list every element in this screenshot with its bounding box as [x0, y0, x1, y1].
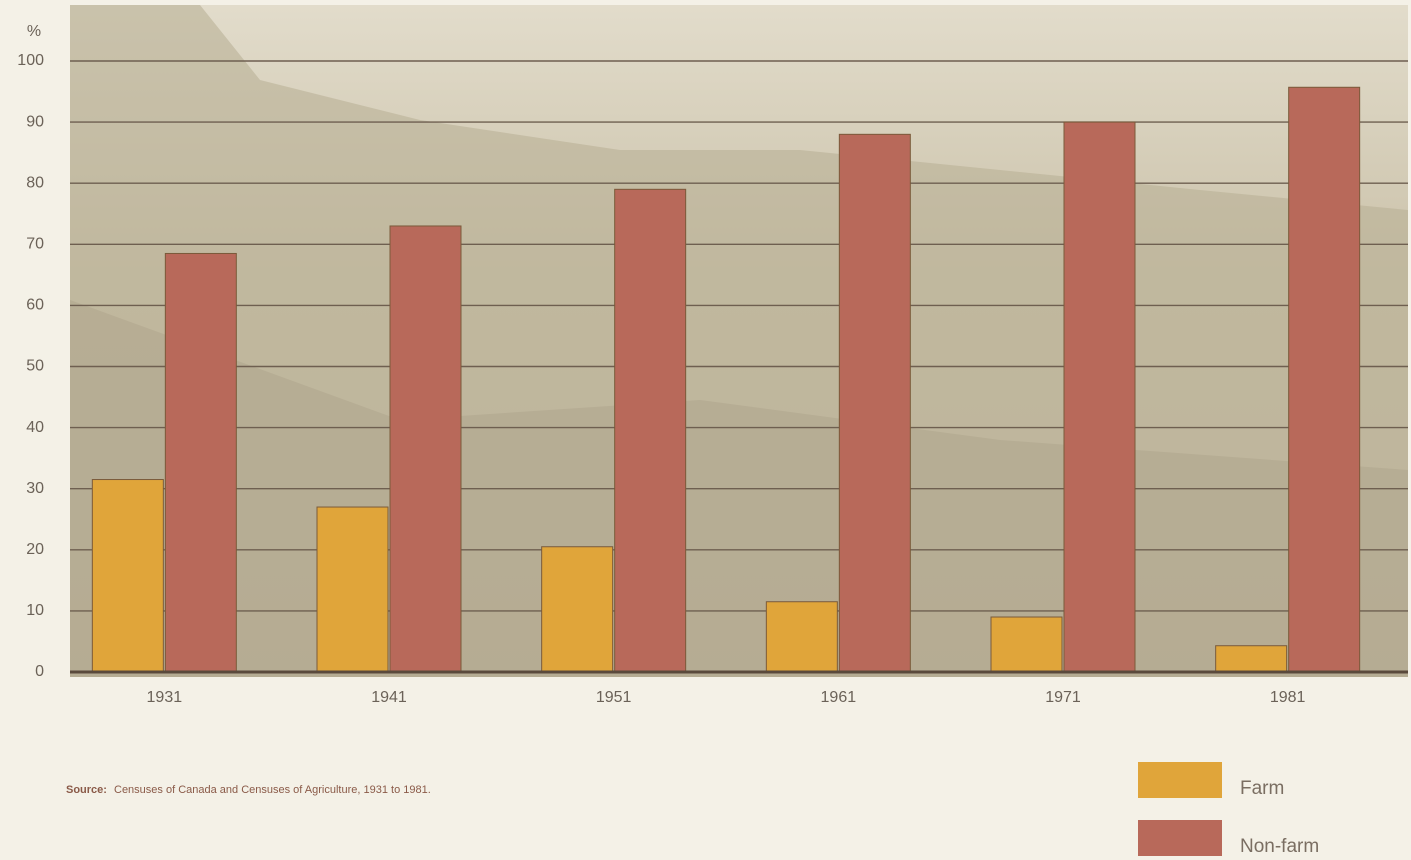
x-tick-label: 1931	[147, 689, 183, 706]
y-tick-label: 80	[26, 174, 44, 191]
y-unit-label: %	[27, 23, 41, 40]
y-tick-label: 10	[26, 602, 44, 619]
y-tick-label: 70	[26, 236, 44, 253]
y-tick-label: 60	[26, 297, 44, 314]
legend-label: Farm	[1240, 778, 1284, 799]
bar	[91, 479, 164, 673]
y-tick-label: 0	[35, 663, 44, 680]
x-tick-label: 1971	[1045, 689, 1081, 706]
x-tick-label: 1981	[1270, 689, 1306, 706]
y-tick-label: 50	[26, 358, 44, 375]
y-tick-label: 20	[26, 541, 44, 558]
y-tick-label: 30	[26, 480, 44, 497]
source-text: Censuses of Canada and Censuses of Agric…	[114, 784, 431, 796]
bar	[164, 252, 237, 673]
source-label: Source:	[66, 784, 107, 796]
y-tick-label: 90	[26, 113, 44, 130]
legend-swatch	[1138, 762, 1222, 798]
bar	[990, 616, 1063, 673]
bar	[765, 601, 838, 673]
bar	[1288, 86, 1361, 673]
bar	[838, 133, 911, 673]
y-tick-label: 100	[17, 52, 44, 69]
x-tick-label: 1941	[371, 689, 407, 706]
bar	[389, 225, 462, 673]
bar	[1215, 645, 1288, 673]
bar	[316, 506, 389, 673]
bar	[541, 546, 614, 673]
legend-swatch	[1138, 820, 1222, 856]
bar	[614, 188, 687, 673]
x-tick-label: 1961	[821, 689, 857, 706]
y-tick-label: 40	[26, 419, 44, 436]
legend-label: Non-farm	[1240, 836, 1319, 857]
bar	[1063, 121, 1136, 673]
x-tick-label: 1951	[596, 689, 632, 706]
